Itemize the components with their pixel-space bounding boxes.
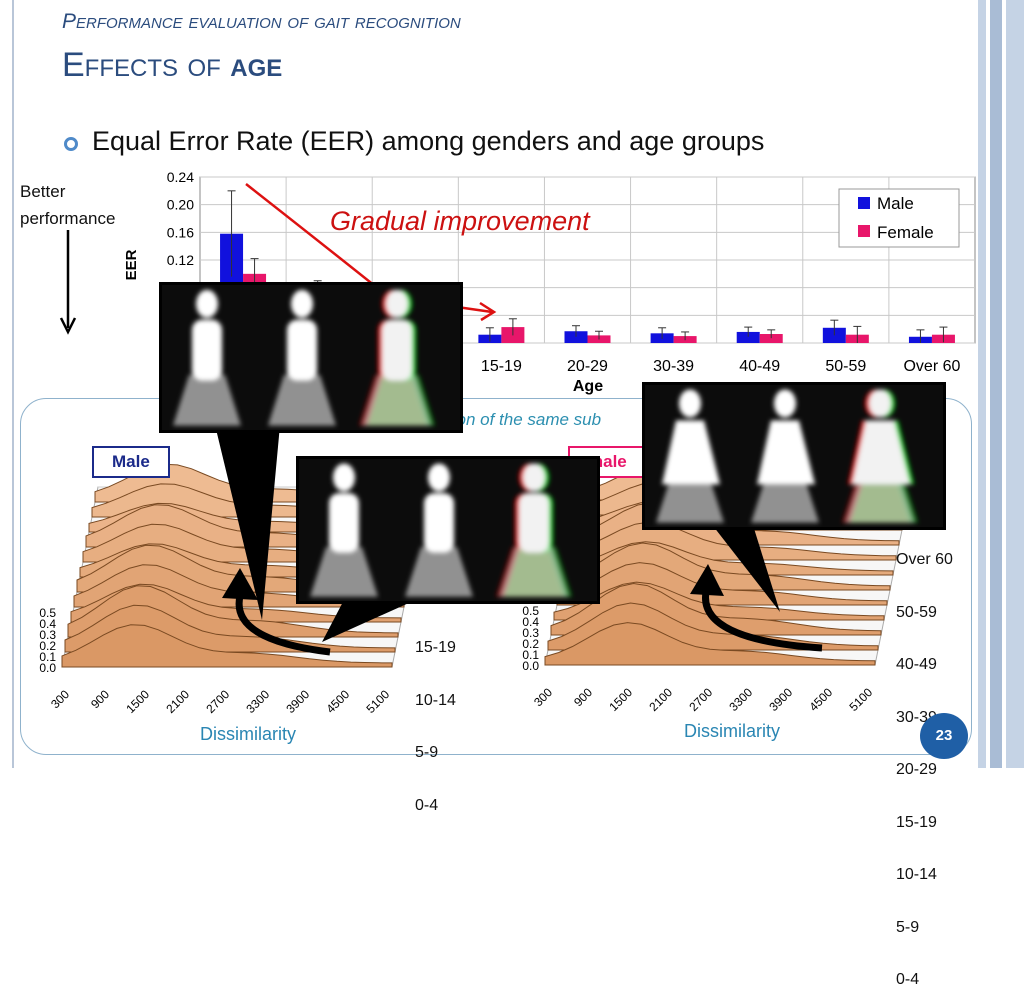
x-axis-title: Age [573, 378, 603, 395]
x-tick-label: 40-49 [739, 358, 780, 375]
z-tick-label: 0.5 [522, 604, 539, 618]
callout-pointers [215, 425, 823, 656]
female-age-label: Over 60 [896, 551, 953, 568]
down-arrow-icon [59, 230, 77, 335]
male-age-label: 5-9 [415, 744, 439, 761]
gait-silhouette [751, 389, 819, 523]
male-3d-legend: Male [92, 446, 170, 478]
bullet-circle-icon [64, 137, 78, 151]
male-age-label: 10-14 [415, 691, 456, 709]
gait-silhouette [842, 389, 918, 523]
male-age-label: 0-4 [415, 796, 439, 814]
female-age-label: 5-9 [896, 918, 920, 936]
legend-swatch-female [858, 225, 870, 237]
gait-silhouette [359, 289, 435, 426]
legend-swatch-male [858, 197, 870, 209]
gait-image-teen [296, 456, 600, 604]
female-age-label: 40-49 [896, 656, 937, 673]
z-tick-label: 0.0 [522, 659, 539, 673]
z-tick-label: 0.1 [522, 648, 539, 662]
gait-silhouette [405, 463, 473, 597]
gradual-improvement-label: Gradual improvement [330, 206, 590, 236]
y-tick-label: 0.24 [167, 169, 194, 185]
legend-label-male: Male [877, 194, 914, 213]
density-layer [544, 622, 876, 666]
y-axis-title: EER [123, 249, 140, 280]
gait-silhouette [496, 463, 572, 597]
y-tick-label: 0.12 [167, 252, 194, 268]
female-age-label: 50-59 [896, 603, 937, 621]
z-tick-label: 0.2 [522, 637, 539, 651]
female-age-label: 15-19 [896, 813, 937, 831]
z-tick-label: 0.1 [39, 650, 56, 664]
z-tick-label: 0.3 [39, 628, 56, 642]
legend-label-female: Female [877, 223, 934, 242]
density-layer [61, 624, 393, 668]
z-tick-label: 0.5 [39, 606, 56, 620]
x-tick-label: 20-29 [567, 358, 608, 375]
gait-image-child [159, 282, 463, 433]
chart-legend: Male Female [838, 188, 960, 248]
x-tick-label: Over 60 [903, 358, 960, 375]
gait-silhouette [310, 463, 378, 597]
section-title: Performance evaluation of gait recogniti… [62, 10, 461, 33]
better-performance-label: Better performance [20, 182, 116, 228]
left-rule [12, 0, 14, 768]
slide-title-prefix: Effects of [62, 46, 221, 84]
male-x-axis-title: Dissimilarity [200, 724, 296, 744]
bar-male [564, 331, 588, 343]
x-tick-label: 15-19 [481, 358, 522, 375]
z-tick-label: 0.2 [39, 639, 56, 653]
x-tick-label: 30-39 [653, 358, 694, 375]
y-tick-label: 0.20 [167, 197, 194, 213]
bullet-text: Equal Error Rate (EER) among genders and… [92, 126, 765, 156]
bar-male [736, 331, 760, 343]
curved-arrow-right [702, 591, 823, 652]
gait-silhouette [173, 289, 241, 426]
page-number-badge: 23 [920, 713, 968, 759]
slide-title: Effects of age [62, 46, 282, 85]
panel-caption: tion of the same sub [448, 410, 602, 429]
z-tick-label: 0.0 [39, 661, 56, 675]
female-x-axis-title: Dissimilarity [684, 721, 780, 741]
z-tick-label: 0.3 [522, 626, 539, 640]
gait-image-adult [642, 382, 946, 530]
gait-silhouette [656, 389, 724, 523]
z-tick-label: 0.4 [39, 617, 56, 631]
right-decorative-band [972, 0, 1024, 768]
bar-female [759, 334, 783, 343]
y-tick-label: 0.16 [167, 224, 194, 240]
slide-title-bold: age [230, 46, 283, 84]
female-age-label: 0-4 [896, 971, 920, 988]
gait-silhouette [268, 289, 336, 426]
x-tick-label: 50-59 [825, 358, 866, 375]
male-age-label: 15-19 [415, 639, 456, 656]
curved-arrow-left [235, 595, 331, 656]
female-age-label: 10-14 [896, 866, 937, 883]
z-tick-label: 0.4 [522, 615, 539, 629]
